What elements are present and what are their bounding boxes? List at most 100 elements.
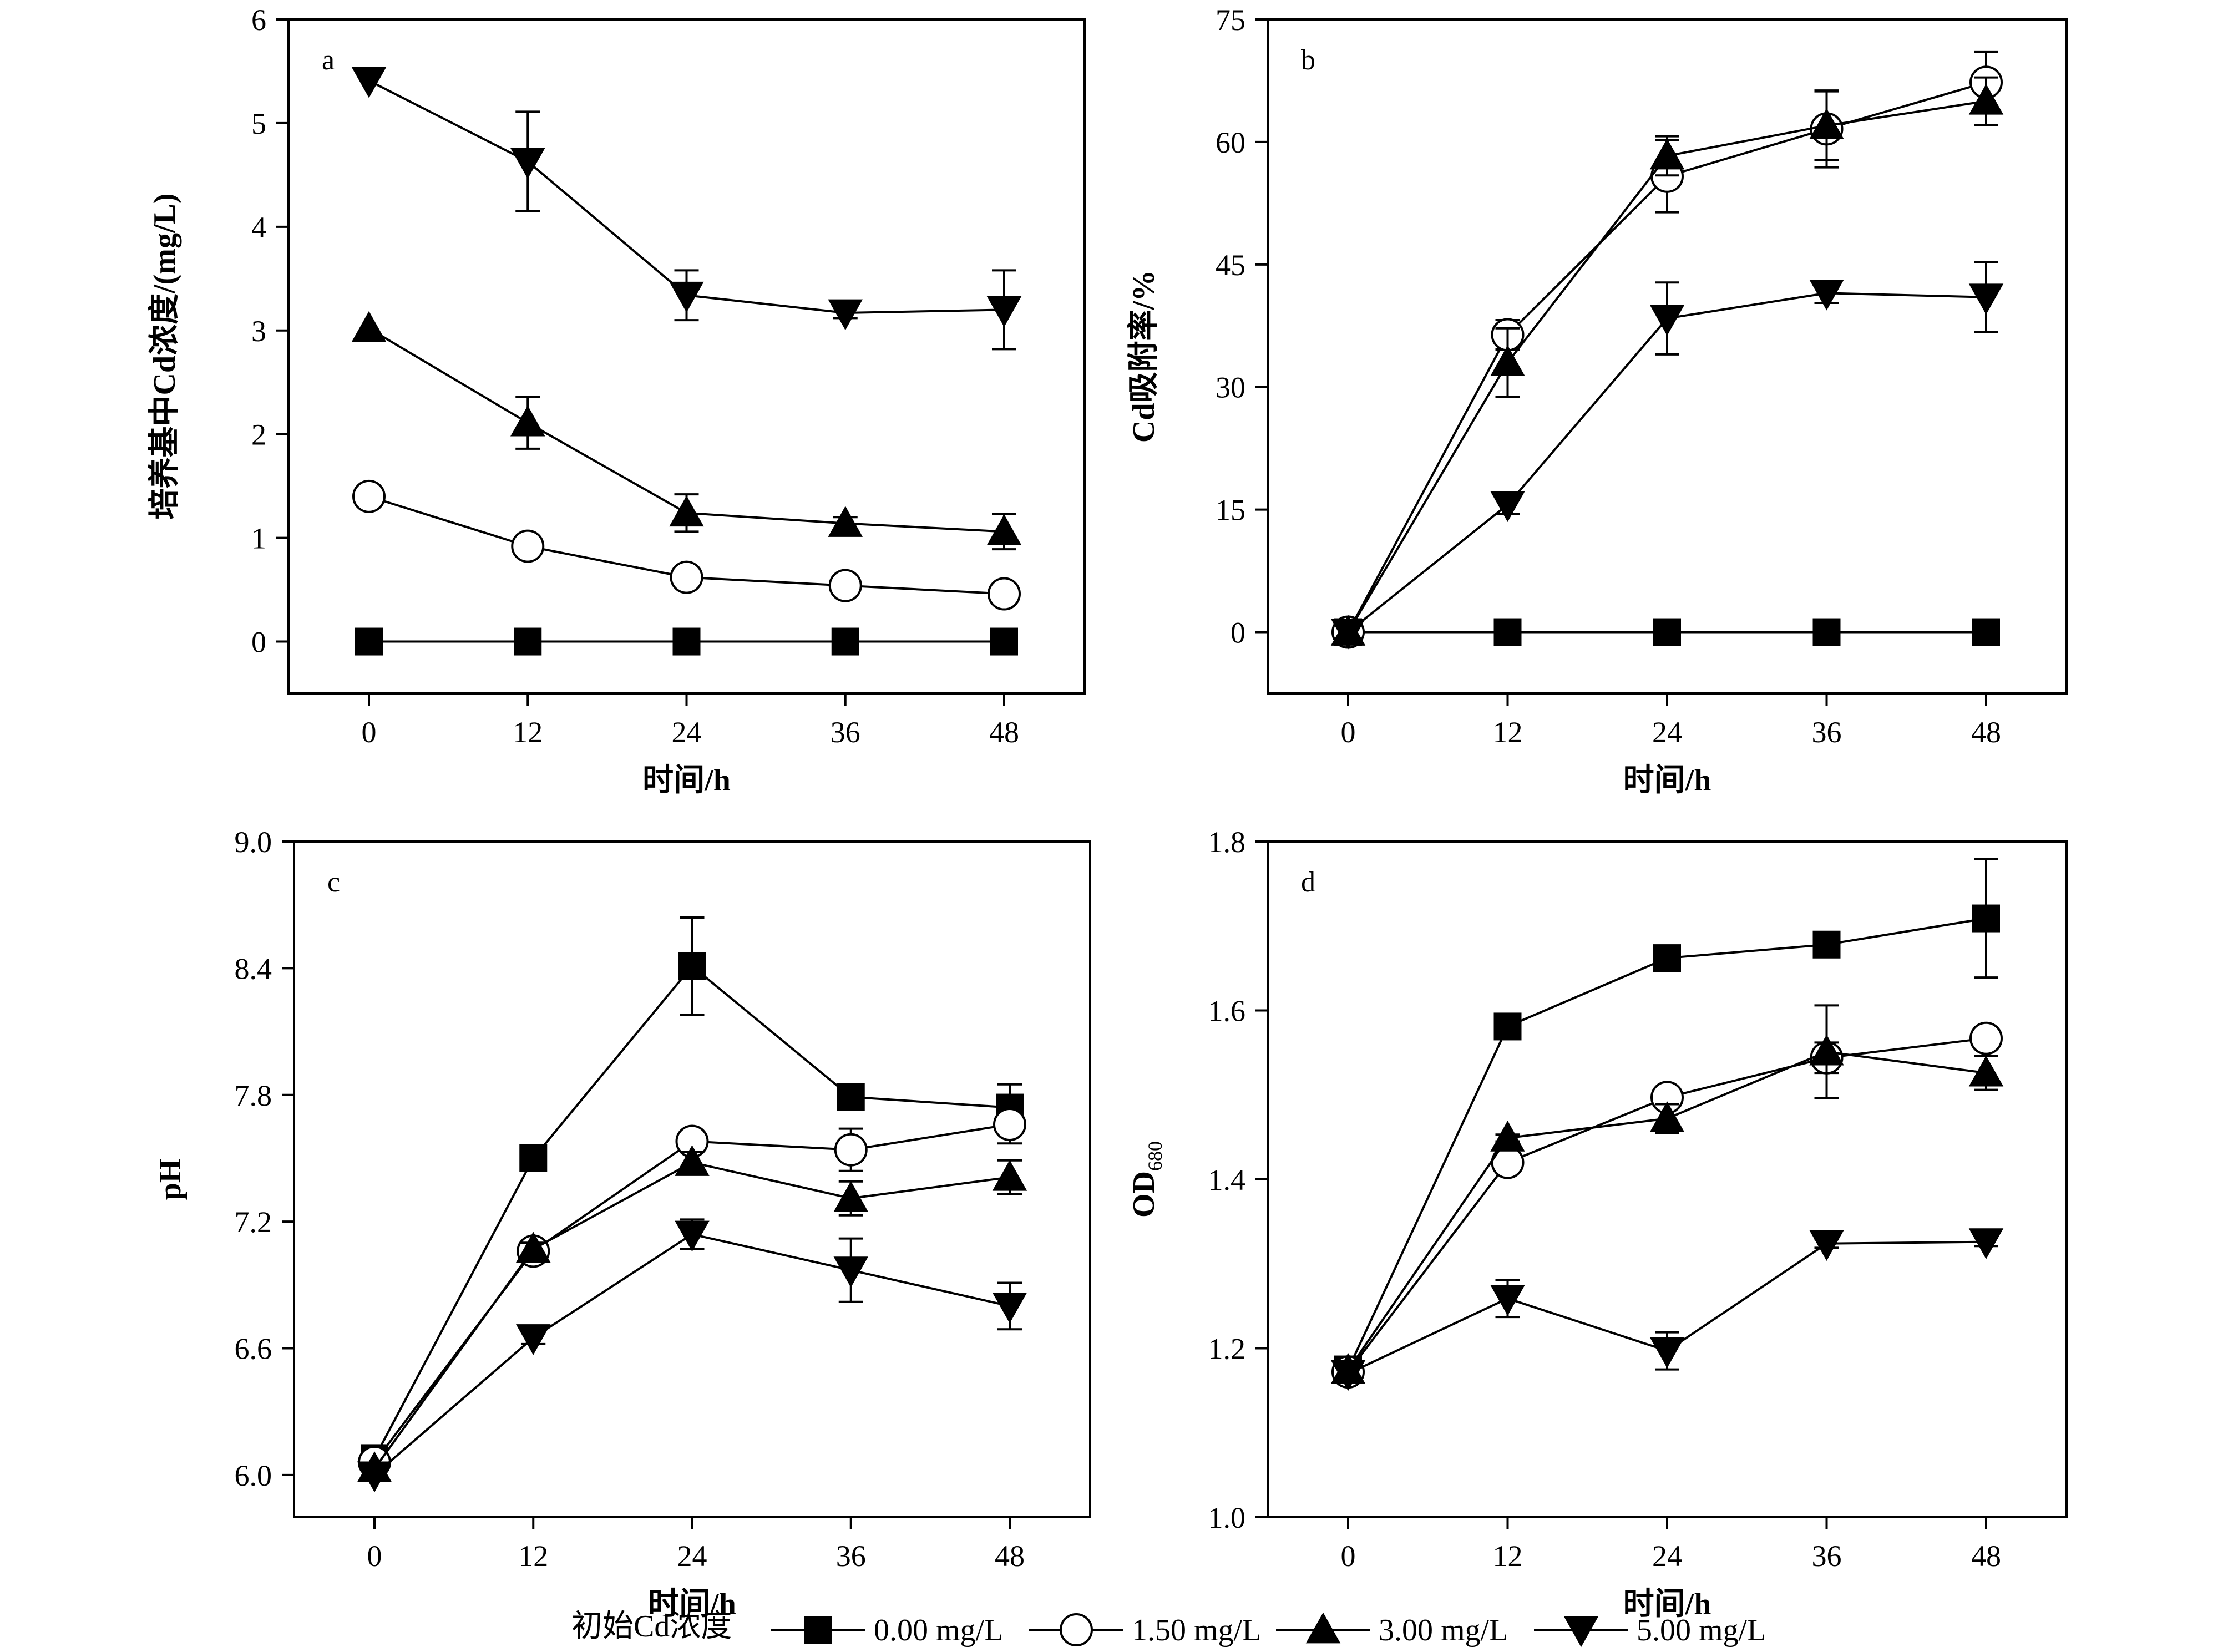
- data-point-shape: [1653, 618, 1681, 646]
- x-tick-label: 12: [513, 716, 543, 749]
- data-point-shape: [833, 1256, 868, 1288]
- series-triangle-up: [1330, 1004, 2004, 1384]
- data-point: [670, 560, 703, 594]
- y-axis-label: pH: [153, 1159, 188, 1200]
- data-point-shape: [675, 1145, 710, 1176]
- data-point-shape: [1649, 1101, 1685, 1132]
- data-point-shape: [510, 405, 545, 437]
- series-line: [373, 1233, 1010, 1476]
- data-point-shape: [834, 1133, 868, 1167]
- data-point-shape: [355, 627, 383, 656]
- data-point-shape: [516, 1324, 551, 1355]
- y-tick-label: 60: [1216, 126, 1245, 159]
- data-point-shape: [351, 67, 387, 98]
- data-point: [355, 627, 383, 656]
- y-tick-label: 30: [1216, 371, 1245, 404]
- data-point: [1490, 1121, 1525, 1152]
- data-point: [678, 952, 706, 980]
- y-tick-label: 1.2: [1208, 1332, 1246, 1366]
- legend-item: 5.00 mg/L: [1534, 1613, 1766, 1648]
- series-triangle-down: [357, 1218, 1027, 1493]
- data-point-shape: [990, 627, 1018, 656]
- data-point: [1968, 283, 2004, 315]
- x-axis-label: 时间/h: [648, 1587, 736, 1621]
- y-tick-label: 9.0: [235, 825, 272, 859]
- series-triangle-up: [357, 1145, 1027, 1482]
- data-point-shape: [1490, 1285, 1525, 1316]
- x-tick-label: 48: [1971, 1539, 2001, 1573]
- legend-item: 3.00 mg/L: [1276, 1612, 1508, 1648]
- data-point: [1809, 279, 1844, 311]
- panel-label: c: [327, 866, 340, 898]
- data-point-shape: [672, 627, 701, 656]
- data-point-shape: [833, 1181, 868, 1212]
- panel-label: d: [1301, 866, 1315, 898]
- data-point-shape: [828, 569, 862, 602]
- data-point-shape: [986, 514, 1022, 545]
- y-axis-label: 培养基中Cd浓度/(mg/L): [148, 194, 182, 520]
- legend-marker: [1563, 1616, 1599, 1648]
- data-point-shape: [988, 577, 1021, 611]
- data-point-shape: [993, 1108, 1026, 1142]
- data-point: [1812, 618, 1841, 646]
- legend-item: 1.50 mg/L: [1029, 1613, 1261, 1648]
- y-tick-label: 1.6: [1208, 995, 1246, 1028]
- y-tick-label: 8.4: [235, 952, 272, 985]
- data-point: [1649, 1101, 1685, 1132]
- data-point: [511, 529, 545, 563]
- data-point: [992, 1159, 1027, 1191]
- y-tick-label: 1.8: [1208, 825, 1246, 859]
- data-point-shape: [837, 1083, 865, 1111]
- data-point: [1490, 345, 1525, 376]
- x-tick-label: 12: [518, 1539, 548, 1573]
- data-point: [833, 1181, 868, 1212]
- data-point: [993, 1108, 1026, 1142]
- data-point-shape: [1493, 1012, 1522, 1041]
- x-tick-label: 48: [995, 1539, 1025, 1573]
- y-axis-label: Cd吸附率/%: [1127, 270, 1161, 443]
- data-point-shape: [1649, 1337, 1685, 1369]
- data-point-shape: [1809, 1034, 1844, 1066]
- legend-marker-shape: [804, 1616, 832, 1644]
- data-point-shape: [519, 1144, 548, 1172]
- x-tick-label: 36: [831, 716, 860, 749]
- data-point: [519, 1144, 548, 1172]
- data-point-shape: [1490, 491, 1525, 523]
- data-point-shape: [670, 560, 703, 594]
- data-point-shape: [1968, 1228, 2004, 1259]
- data-point: [510, 148, 545, 179]
- legend-marker-shape: [1305, 1612, 1341, 1644]
- x-axis-label: 时间/h: [642, 763, 731, 798]
- data-point-shape: [1491, 1146, 1525, 1179]
- data-point: [1968, 84, 2004, 115]
- data-point: [1968, 1055, 2004, 1087]
- x-tick-label: 12: [1493, 1539, 1523, 1573]
- data-point: [514, 627, 542, 656]
- data-point: [834, 1133, 868, 1167]
- legend-label: 1.50 mg/L: [1132, 1613, 1261, 1648]
- data-point: [1969, 1021, 2003, 1055]
- data-point: [831, 627, 859, 656]
- legend-marker: [804, 1616, 832, 1644]
- legend-label: 0.00 mg/L: [874, 1613, 1003, 1648]
- series-triangle-down: [1330, 261, 2004, 650]
- series-square: [361, 916, 1024, 1472]
- data-point: [357, 1461, 392, 1493]
- data-point: [1649, 305, 1685, 336]
- legend-label: 3.00 mg/L: [1379, 1613, 1508, 1648]
- data-point: [833, 1256, 868, 1288]
- data-point-shape: [1809, 108, 1844, 139]
- data-point: [1330, 1360, 1366, 1391]
- x-tick-label: 36: [1812, 1539, 1842, 1573]
- data-point-shape: [992, 1293, 1027, 1324]
- data-point-shape: [1490, 345, 1525, 376]
- x-tick-label: 48: [1971, 716, 2001, 749]
- legend: 初始Cd浓度 0.00 mg/L 1.50 mg/L 3.00 mg/L 5.00 m…: [571, 1609, 1766, 1648]
- series-line: [1347, 917, 1987, 1370]
- y-tick-label: 1.4: [1208, 1163, 1246, 1197]
- x-axis-label: 时间/h: [1623, 1587, 1711, 1621]
- data-point: [837, 1083, 865, 1111]
- x-tick-label: 24: [1652, 716, 1682, 749]
